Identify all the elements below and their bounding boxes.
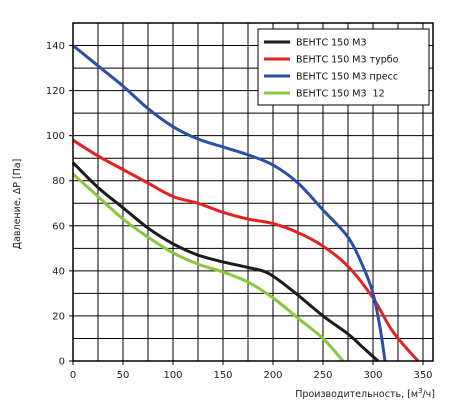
x-tick-label: 200	[263, 370, 282, 381]
y-tick-label: 120	[46, 86, 65, 97]
x-axis-title: Производительность, [м3/ч]	[295, 387, 435, 400]
y-tick-label: 20	[52, 311, 65, 322]
x-axis-title-sup: 3	[418, 387, 422, 395]
x-axis-title-tail: /ч]	[422, 389, 435, 400]
plot-frame	[72, 22, 434, 362]
x-tick-label: 150	[213, 370, 232, 381]
x-tick-label: 0	[70, 370, 76, 381]
x-tick-label: 350	[413, 370, 432, 381]
x-axis-title-main: Производительность, [м	[295, 389, 418, 400]
series-line-vents-150-m3	[71, 161, 380, 363]
y-tick-label: 140	[46, 41, 65, 52]
y-tick-label: 0	[59, 357, 65, 368]
x-tick-label: 100	[163, 370, 182, 381]
x-tick-label: 250	[313, 370, 332, 381]
y-tick-label: 40	[52, 266, 65, 277]
legend-label: ВЕНТС 150 М3 турбо	[296, 55, 399, 66]
axis-layer: 0 50 100 150 200 250 300 350 0 20 40 60 80 100 120 140	[46, 22, 434, 381]
legend-label: ВЕНТС 150 М3	[296, 38, 367, 49]
y-axis-title: Давление, ΔP [Па]	[12, 159, 23, 250]
y-tick-label: 80	[52, 176, 65, 187]
legend-label: ВЕНТС 150 М3 пресс	[296, 72, 398, 83]
legend: ВЕНТС 150 М3 ВЕНТС 150 М3 турбо ВЕНТС 150 …	[257, 28, 430, 106]
series-layer	[71, 44, 420, 363]
x-tick-label: 300	[363, 370, 382, 381]
y-tick-label: 100	[46, 131, 65, 142]
series-line-vents-150-m3-press	[72, 44, 387, 362]
series-line-vents-150-m3-12	[72, 172, 345, 362]
legend-label: ВЕНТС 150 М3 12	[296, 89, 385, 100]
x-tick-label: 50	[117, 370, 130, 381]
series-line-vents-150-m3-turbo	[72, 138, 420, 362]
y-tick-label: 60	[52, 221, 65, 232]
